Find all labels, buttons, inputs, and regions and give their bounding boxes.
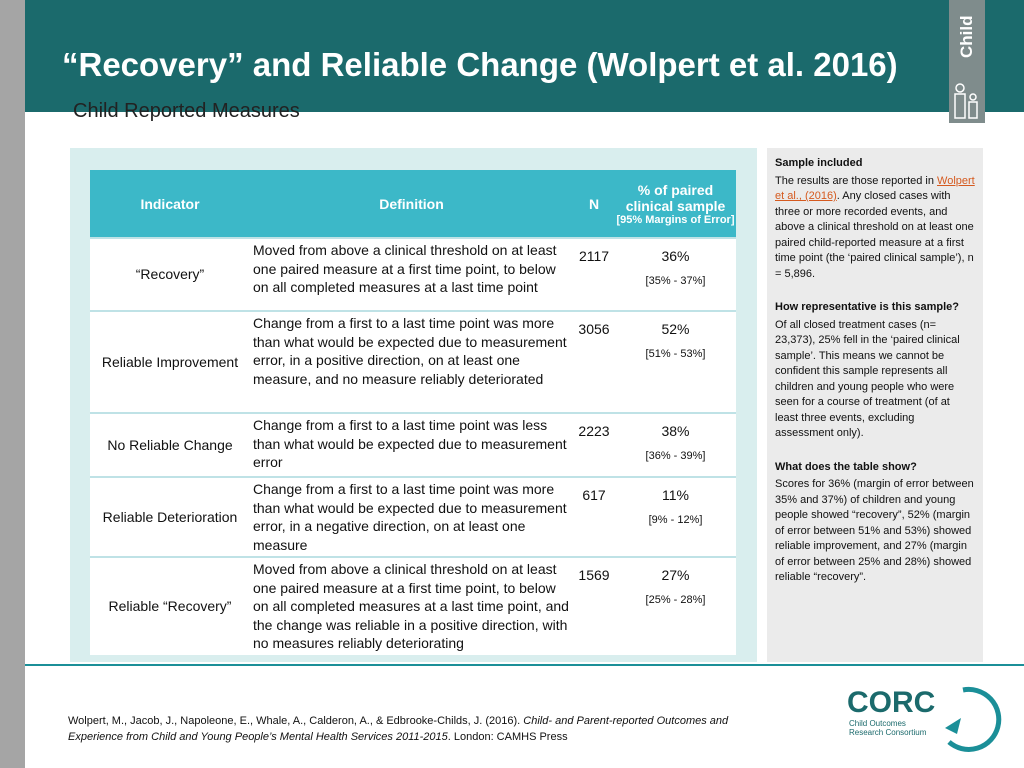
sidebar-heading: Sample included: [775, 157, 863, 169]
tab-icon: [954, 83, 978, 119]
logo-arrow: [945, 718, 961, 734]
tab-label: Child: [957, 15, 976, 59]
column-header-text: % of paired clinical sample: [625, 181, 726, 214]
indicator: No Reliable Change: [90, 412, 250, 477]
percent-cell: 36% [35% - 37%]: [615, 237, 736, 311]
title: “Recovery” and Reliable Change (Wolpert …: [62, 46, 898, 83]
percent-cell: 11% [9% - 12%]: [615, 476, 736, 557]
margin-of-error: [9% - 12%]: [648, 513, 703, 526]
header-band: [25, 0, 1024, 112]
text: The results are those reported in: [775, 174, 938, 187]
logo: CORC Child Outcomes Research Consortium: [847, 686, 1002, 752]
sidebar-text: The results are those reported in Wolper…: [775, 174, 975, 283]
percent-cell: 38% [36% - 39%]: [615, 412, 736, 477]
percent: 52%: [661, 321, 690, 337]
percent-cell: 27% [25% - 28%]: [615, 556, 736, 655]
subtitle: Child Reported Measures: [73, 100, 300, 122]
column-header: % of paired clinical sample [95% Margins …: [615, 170, 736, 238]
count: 617: [573, 476, 615, 557]
margin-of-error: [36% - 39%]: [645, 449, 706, 462]
definition: Change from a first to a last time point…: [250, 412, 573, 477]
text: Child- and Parent-reported Outcomes and …: [68, 715, 729, 743]
indicator: Reliable Improvement: [90, 310, 250, 413]
logo-swoosh: [947, 686, 1002, 752]
indicator: “Recovery”: [90, 237, 250, 311]
text: . London: CAMHS Press: [447, 731, 568, 743]
percent-cell: 52% [51% - 53%]: [615, 310, 736, 413]
percent: 27%: [661, 567, 690, 583]
reference-link[interactable]: Wolpert et al., (2016): [775, 174, 975, 203]
sidebar: Sample included The results are those re…: [767, 148, 983, 662]
margin-of-error: [51% - 53%]: [645, 347, 706, 360]
column-header: Indicator: [90, 170, 250, 238]
count: 3056: [573, 310, 615, 413]
table-row: Reliable Deterioration Change from a firs…: [90, 476, 736, 557]
indicator: Reliable Deterioration: [90, 476, 250, 557]
sidebar-heading: How representative is this sample?: [775, 301, 960, 313]
table-row: No Reliable Change Change from a first to…: [90, 412, 736, 477]
divider: [25, 664, 1024, 666]
definition: Change from a first to a last time point…: [250, 476, 573, 557]
logo-name: CORC: [847, 686, 935, 719]
table-row: “Recovery” Moved from above a clinical th…: [90, 237, 736, 311]
text: Wolpert, M., Jacob, J., Napoleone, E., W…: [68, 715, 524, 727]
percent: 36%: [661, 248, 690, 264]
count: 1569: [573, 556, 615, 655]
logo-line: Child Outcomes: [849, 719, 906, 728]
logo-line: Research Consortium: [849, 728, 927, 737]
sidebar-text: Of all closed treatment cases (n= 23,373…: [775, 318, 960, 440]
sidebar-heading: What does the table show?: [775, 460, 917, 473]
indicator: Reliable “Recovery”: [90, 556, 250, 655]
percent: 38%: [661, 423, 690, 439]
margin-of-error: [35% - 37%]: [645, 274, 706, 287]
sidebar-text: Scores for 36% (margin of error between …: [775, 478, 974, 583]
table-row: Reliable “Recovery” Moved from above a cl…: [90, 556, 736, 655]
margin-of-error: [25% - 28%]: [645, 593, 706, 606]
table-row: Reliable Improvement Change from a first …: [90, 310, 736, 413]
count: 2223: [573, 412, 615, 477]
percent: 11%: [662, 487, 689, 503]
tab: [949, 0, 985, 123]
column-header: Definition: [250, 170, 573, 238]
column-header-note: [95% Margins of Error]: [616, 213, 735, 226]
definition: Change from a first to a last time point…: [250, 310, 573, 413]
definition: Moved from above a clinical threshold on…: [250, 556, 573, 655]
text: . Any closed cases with three or more re…: [775, 190, 974, 280]
definition: Moved from above a clinical threshold on…: [250, 237, 573, 311]
results-table: Indicator Definition N % of paired clini…: [90, 170, 736, 655]
column-header: N: [573, 170, 615, 238]
citation: Wolpert, M., Jacob, J., Napoleone, E., W…: [68, 713, 768, 745]
side-strip: [0, 0, 25, 768]
count: 2117: [573, 237, 615, 311]
